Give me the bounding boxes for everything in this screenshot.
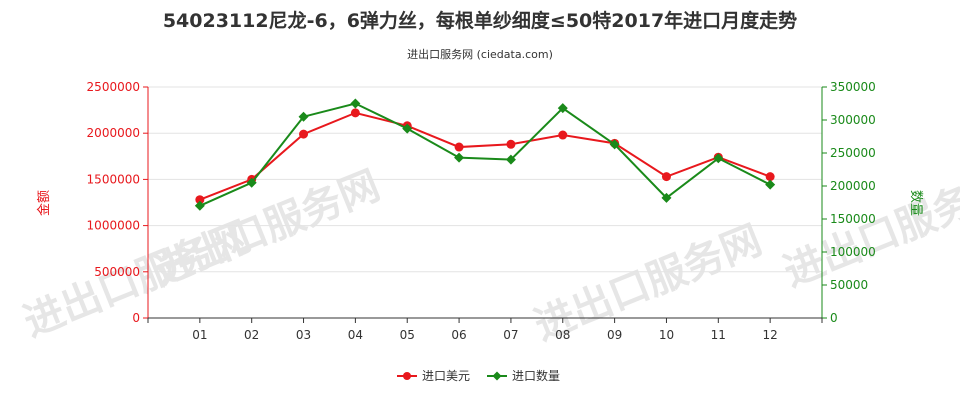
series-quantity [194, 98, 776, 211]
data-point [454, 152, 465, 163]
x-tick-label: 02 [244, 328, 259, 342]
watermark-center: 进出口服务网 [146, 163, 386, 296]
legend-item-quantity: 进口数量 [487, 368, 560, 383]
right-tick-label: 250000 [830, 146, 876, 160]
grid [148, 86, 822, 319]
data-point [661, 192, 672, 203]
left-tick-label: 500000 [94, 265, 140, 279]
right-axis-ticks: 0 50000 100000 150000 200000 250000 300000 3500… [822, 80, 876, 325]
right-tick-label: 300000 [830, 113, 876, 127]
data-point [350, 108, 360, 118]
legend-marker [492, 371, 502, 381]
chart-title: 54023112尼龙-6，6弹力丝，每根单纱细度≤50特2017年进口月度走势 [163, 9, 797, 32]
legend-marker [403, 372, 411, 380]
x-tick-label: 12 [763, 328, 778, 342]
data-point [194, 200, 205, 211]
left-tick-label: 1500000 [87, 172, 140, 186]
right-tick-label: 200000 [830, 179, 876, 193]
x-tick-label: 05 [400, 328, 415, 342]
series-layer [194, 98, 776, 211]
data-point [298, 111, 309, 122]
watermark-layer: 进出口服务网 进出口服务网 进出口服务网 进出口服务网 [18, 163, 960, 350]
data-point [506, 139, 516, 149]
x-tick-label: 03 [296, 328, 311, 342]
data-point [557, 103, 568, 114]
data-point [713, 153, 724, 164]
left-tick-label: 2500000 [87, 80, 140, 94]
data-point [765, 172, 775, 182]
left-tick-label: 0 [132, 311, 140, 325]
x-tick-label: 08 [555, 328, 570, 342]
data-point [609, 139, 620, 150]
x-tick-label: 10 [659, 328, 674, 342]
axes [147, 87, 823, 319]
left-tick-label: 2000000 [87, 126, 140, 140]
x-axis-ticks: 01 02 03 04 05 06 07 08 09 10 11 12 [147, 318, 823, 342]
data-point [195, 195, 205, 205]
right-axis-title: 数量 [908, 190, 923, 216]
left-axis-ticks: 0 500000 1000000 1500000 2000000 2500000 [87, 80, 148, 325]
series-line [199, 102, 771, 207]
legend-label: 进口美元 [422, 369, 470, 383]
left-tick-label: 1000000 [87, 219, 140, 233]
x-tick-label: 01 [192, 328, 207, 342]
data-point [765, 179, 776, 190]
right-tick-label: 100000 [830, 245, 876, 259]
right-tick-label: 350000 [830, 80, 876, 94]
x-tick-label: 04 [348, 328, 363, 342]
legend-label: 进口数量 [512, 368, 560, 383]
x-tick-label: 07 [503, 328, 518, 342]
right-tick-label: 150000 [830, 212, 876, 226]
left-axis-title: 金额 [36, 190, 52, 216]
series-amount [195, 108, 775, 205]
right-tick-label: 0 [830, 311, 838, 325]
data-point [558, 130, 568, 140]
data-point [402, 123, 413, 134]
chart-subtitle: 进出口服务网 (ciedata.com) [407, 47, 553, 61]
data-point [246, 177, 257, 188]
legend-item-amount: 进口美元 [397, 369, 470, 383]
data-point [299, 129, 309, 139]
x-tick-label: 06 [451, 328, 466, 342]
data-point [454, 142, 464, 152]
data-point [505, 154, 516, 165]
data-point [350, 98, 361, 109]
right-tick-label: 50000 [830, 278, 868, 292]
legend: 进口美元 进口数量 [397, 368, 560, 383]
data-point [661, 172, 671, 182]
x-tick-label: 09 [607, 328, 622, 342]
x-tick-label: 11 [711, 328, 726, 342]
series-line [199, 111, 771, 201]
